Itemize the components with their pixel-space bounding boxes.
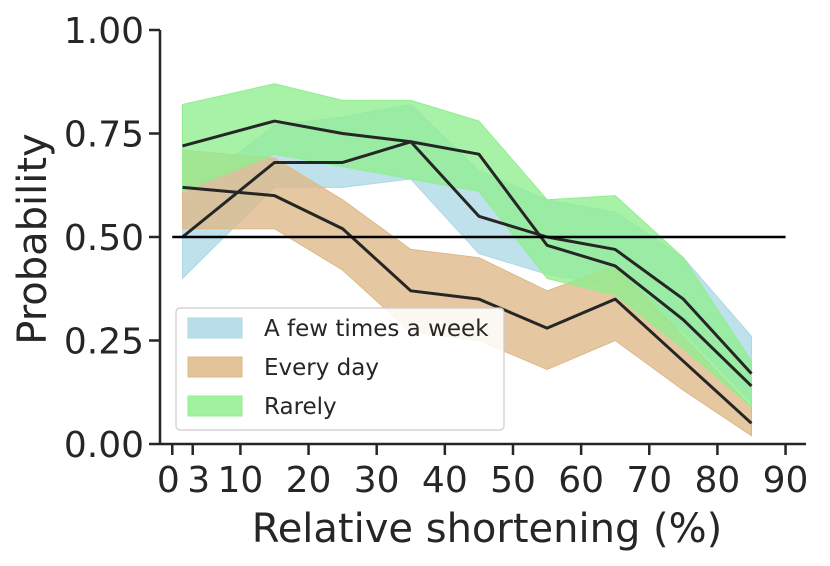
x-tick-label: 70 (626, 460, 672, 501)
y-tick-label: 0.00 (64, 425, 144, 466)
x-tick-label: 0 (157, 460, 180, 501)
x-tick-label: 3 (187, 460, 210, 501)
legend-swatch-every-day (187, 356, 243, 378)
x-axis-title: Relative shortening (%) (252, 506, 723, 552)
legend: A few times a week Every day Rarely (175, 307, 505, 431)
line-every-day (182, 185, 753, 425)
x-tick-label: 20 (286, 460, 332, 501)
band-rarely (181, 83, 752, 408)
x-tick-label: 10 (218, 460, 264, 501)
y-axis-title: Probability (10, 133, 56, 344)
x-tick-label: 30 (354, 460, 400, 501)
legend-label-rarely: Rarely (264, 394, 337, 420)
y-tick-label: 0.50 (64, 218, 144, 259)
legend-swatch-rarely (187, 395, 243, 417)
legend-swatch-a-few-times-a-week (187, 317, 243, 339)
series-lines (181, 119, 753, 425)
y-tick-label: 0.25 (64, 322, 144, 363)
y-tick-label: 1.00 (64, 11, 144, 52)
line-rarely (182, 119, 753, 388)
legend-label-a-few-times-a-week: A few times a week (264, 316, 489, 342)
x-tick-label: 80 (695, 460, 741, 501)
x-tick-label: 90 (763, 460, 809, 501)
x-tick-label: 40 (422, 460, 468, 501)
legend-label-every-day: Every day (264, 355, 379, 381)
x-tick-label: 50 (490, 460, 536, 501)
legend-box (175, 307, 505, 431)
y-ticks: 0.00 0.25 0.50 0.75 1.00 (64, 11, 160, 466)
y-tick-label: 0.75 (64, 115, 144, 156)
line-a-few-times-a-week (181, 140, 753, 375)
x-tick-label: 60 (558, 460, 604, 501)
x-ticks: 0 3 10 20 30 40 50 60 70 80 90 (157, 444, 809, 501)
